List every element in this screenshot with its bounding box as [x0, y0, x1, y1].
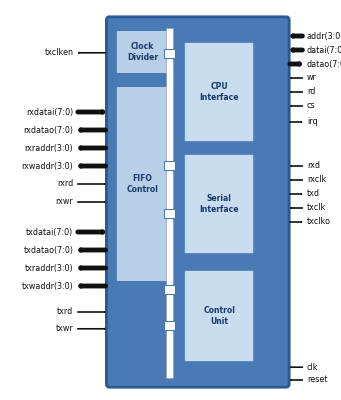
Text: rxdatao(7:0): rxdatao(7:0) [23, 126, 73, 134]
FancyBboxPatch shape [164, 321, 175, 330]
Text: rxwaddr(3:0): rxwaddr(3:0) [21, 162, 73, 170]
Text: clk: clk [307, 363, 318, 372]
FancyBboxPatch shape [164, 285, 175, 294]
Text: datai(7:0): datai(7:0) [307, 46, 341, 54]
Text: rxdatai(7:0): rxdatai(7:0) [26, 108, 73, 116]
Text: cs: cs [307, 102, 315, 110]
FancyBboxPatch shape [116, 86, 168, 282]
FancyBboxPatch shape [164, 49, 175, 58]
Text: reset: reset [307, 376, 327, 384]
Text: FIFO
Control: FIFO Control [127, 174, 158, 194]
Text: CPU
Interface: CPU Interface [199, 82, 239, 102]
Text: Control
Unit: Control Unit [203, 306, 235, 326]
Text: txclken: txclken [44, 48, 73, 57]
Text: txdatao(7:0): txdatao(7:0) [23, 246, 73, 254]
Text: txdatai(7:0): txdatai(7:0) [26, 228, 73, 236]
Text: txclko: txclko [307, 218, 331, 226]
Text: wr: wr [307, 74, 317, 82]
FancyBboxPatch shape [184, 270, 254, 362]
Text: datao(7:0): datao(7:0) [307, 60, 341, 68]
FancyBboxPatch shape [184, 42, 254, 142]
Text: txwr: txwr [56, 324, 73, 333]
Text: txraddr(3:0): txraddr(3:0) [25, 264, 73, 272]
Text: rxraddr(3:0): rxraddr(3:0) [25, 144, 73, 152]
FancyBboxPatch shape [116, 30, 168, 74]
Bar [166, 28, 173, 378]
Text: Clock
Divider: Clock Divider [127, 42, 158, 62]
Text: rxclk: rxclk [307, 176, 326, 184]
FancyBboxPatch shape [164, 161, 175, 170]
FancyBboxPatch shape [106, 17, 289, 387]
Text: txclk: txclk [307, 204, 326, 212]
Text: txd: txd [307, 190, 320, 198]
Text: rxwr: rxwr [56, 198, 73, 206]
FancyBboxPatch shape [184, 154, 254, 254]
Text: txwaddr(3:0): txwaddr(3:0) [21, 282, 73, 290]
Text: Serial
Interface: Serial Interface [199, 194, 239, 214]
Text: txrd: txrd [57, 308, 73, 316]
Text: irq: irq [307, 118, 317, 126]
Text: rxrd: rxrd [57, 180, 73, 188]
Text: rxd: rxd [307, 162, 320, 170]
Text: addr(3:0): addr(3:0) [307, 32, 341, 40]
FancyBboxPatch shape [164, 209, 175, 218]
Text: rd: rd [307, 88, 315, 96]
